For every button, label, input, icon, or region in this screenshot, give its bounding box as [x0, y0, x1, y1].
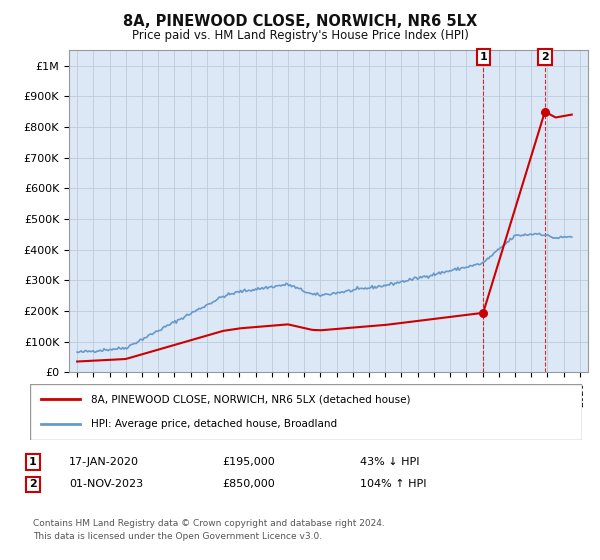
Text: Price paid vs. HM Land Registry's House Price Index (HPI): Price paid vs. HM Land Registry's House … — [131, 29, 469, 42]
Text: £850,000: £850,000 — [222, 479, 275, 489]
Text: 43% ↓ HPI: 43% ↓ HPI — [360, 457, 419, 467]
Point — [540, 108, 550, 116]
Text: HPI: Average price, detached house, Broadland: HPI: Average price, detached house, Broa… — [91, 419, 337, 429]
FancyBboxPatch shape — [30, 384, 582, 440]
Text: 17-JAN-2020: 17-JAN-2020 — [69, 457, 139, 467]
Text: 8A, PINEWOOD CLOSE, NORWICH, NR6 5LX (detached house): 8A, PINEWOOD CLOSE, NORWICH, NR6 5LX (de… — [91, 394, 410, 404]
Text: 2: 2 — [29, 479, 37, 489]
Text: This data is licensed under the Open Government Licence v3.0.: This data is licensed under the Open Gov… — [33, 532, 322, 541]
Text: 1: 1 — [29, 457, 37, 467]
Text: 104% ↑ HPI: 104% ↑ HPI — [360, 479, 427, 489]
Text: 1: 1 — [479, 52, 487, 62]
Text: 8A, PINEWOOD CLOSE, NORWICH, NR6 5LX: 8A, PINEWOOD CLOSE, NORWICH, NR6 5LX — [123, 14, 477, 29]
Text: 2: 2 — [541, 52, 549, 62]
Point — [478, 308, 488, 317]
Text: Contains HM Land Registry data © Crown copyright and database right 2024.: Contains HM Land Registry data © Crown c… — [33, 519, 385, 528]
Text: 01-NOV-2023: 01-NOV-2023 — [69, 479, 143, 489]
Text: £195,000: £195,000 — [222, 457, 275, 467]
